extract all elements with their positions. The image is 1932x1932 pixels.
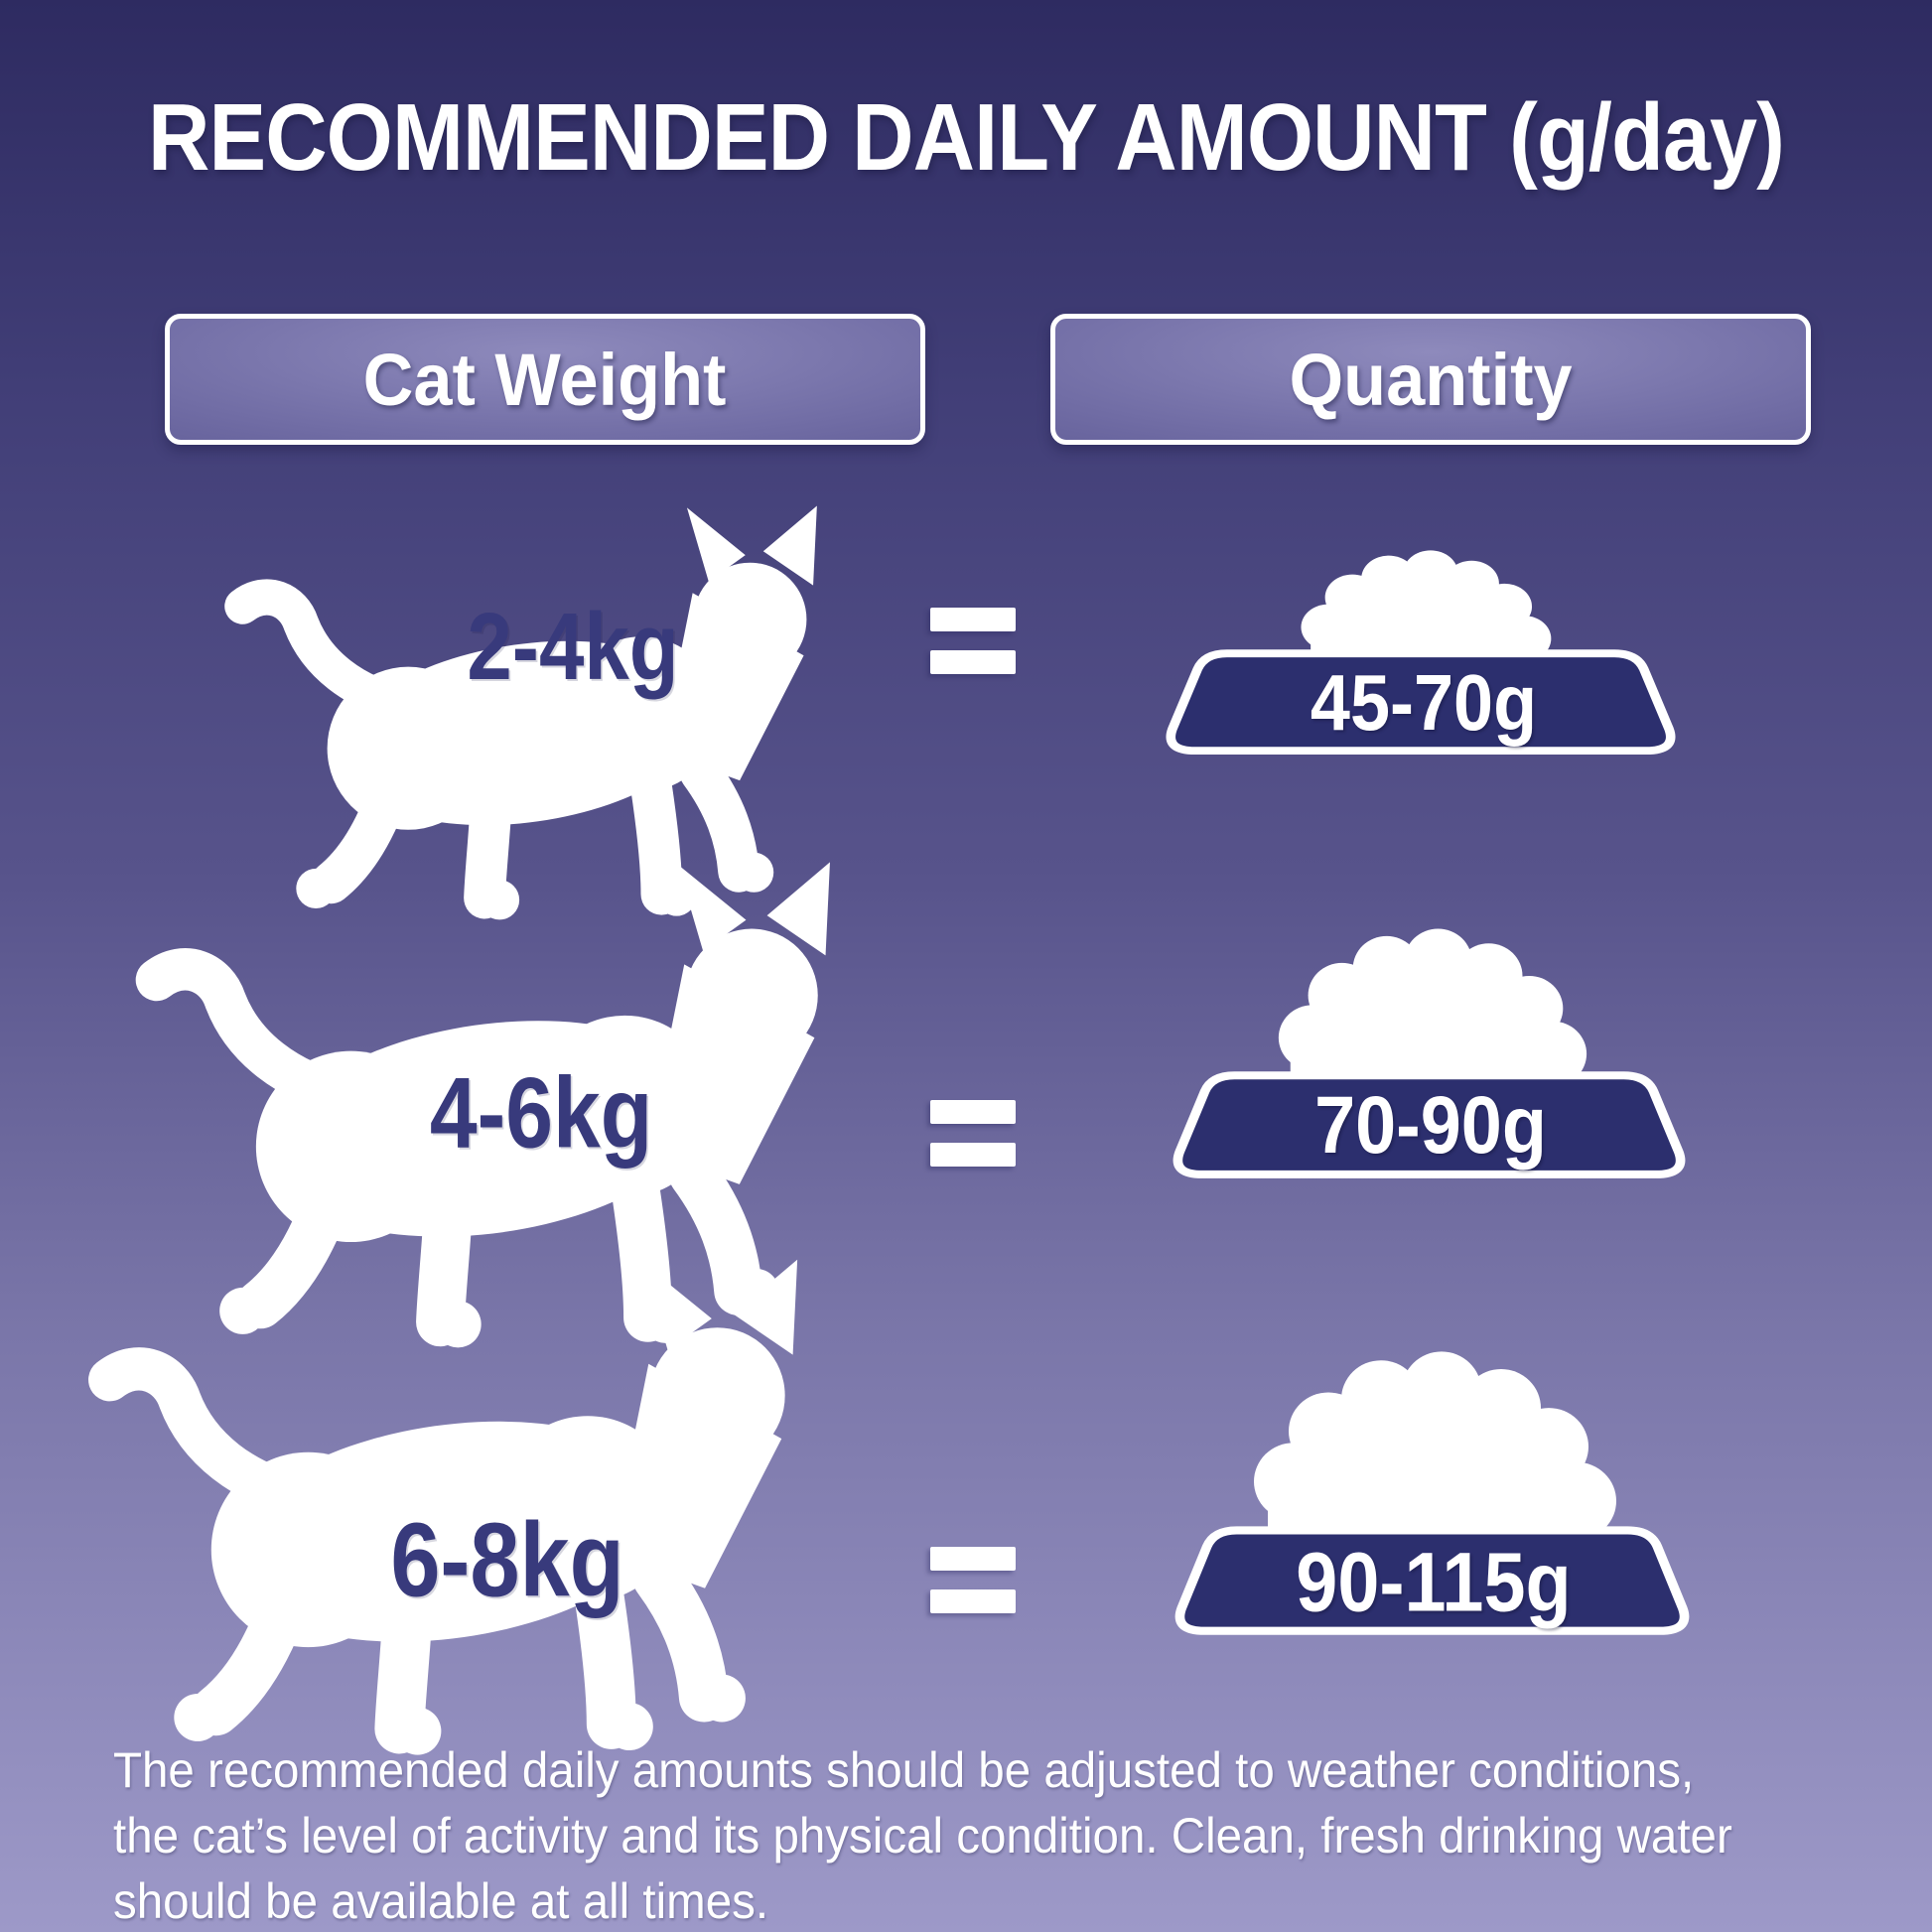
page-title: RECOMMENDED DAILY AMOUNT (g/day) <box>147 84 1785 191</box>
kibble-mound-icon <box>1287 536 1561 659</box>
footnote-line: The recommended daily amounts should be … <box>113 1742 1695 1798</box>
quantity-label: 45-70g <box>1310 658 1538 747</box>
equals-icon <box>930 608 1016 674</box>
column-header-cat-weight: Cat Weight <box>165 314 925 445</box>
quantity-label: 70-90g <box>1314 1080 1547 1171</box>
cat-weight-label: 2-4kg <box>467 594 679 700</box>
cat-weight-label: 4-6kg <box>429 1057 653 1170</box>
kibble-mound-icon <box>1261 908 1598 1083</box>
column-header-cat-weight-label: Cat Weight <box>363 338 727 421</box>
equals-icon <box>930 1100 1016 1167</box>
footnote-line: the cat’s level of activity and its phys… <box>113 1808 1732 1863</box>
equals-icon <box>930 1547 1016 1613</box>
quantity-label: 90-115g <box>1296 1535 1572 1629</box>
cat-weight-label: 6-8kg <box>390 1501 624 1619</box>
kibble-mound-icon <box>1233 1327 1630 1536</box>
column-header-quantity-label: Quantity <box>1289 338 1573 421</box>
footnote: The recommended daily amounts should be … <box>113 1737 1732 1932</box>
column-header-quantity: Quantity <box>1050 314 1811 445</box>
footnote-line: should be available at all times. <box>113 1873 769 1929</box>
